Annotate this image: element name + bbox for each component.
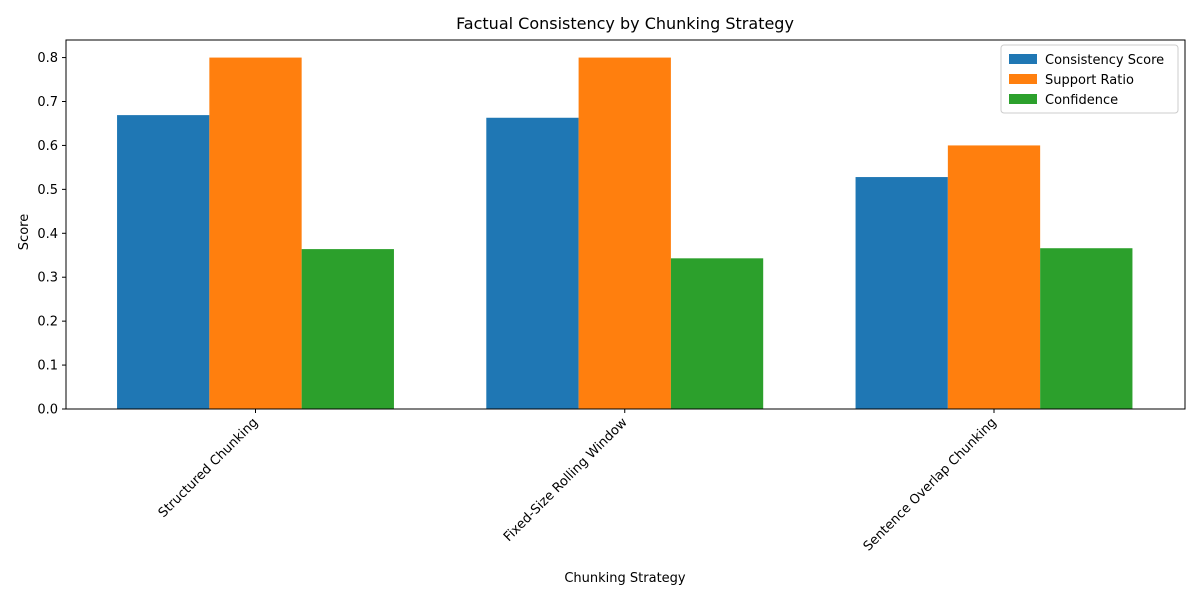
plot-frame [65,39,1186,410]
bar [209,57,302,409]
legend-swatch [1009,74,1037,84]
y-tick-label: 0.1 [37,359,58,374]
y-axis-label: Score [17,214,32,250]
legend: Consistency Score Support Ratio Confidence [1000,44,1179,114]
bar [578,57,671,409]
x-tick-label: Structured Chunking [156,415,262,521]
bar [670,258,764,409]
plot-area [117,57,1133,409]
y-tick-label: 0.7 [37,95,58,110]
y-tick-label: 0.0 [37,403,58,418]
bar [947,145,1041,409]
legend-swatch [1009,54,1037,64]
legend-label: Confidence [1045,93,1118,108]
x-tick-label: Fixed-Size Rolling Window [501,415,631,545]
y-tick-label: 0.6 [37,139,58,154]
x-axis-label: Chunking Strategy [564,571,686,586]
x-axis: Structured Chunking Fixed-Size Rolling Wi… [156,409,1000,554]
y-tick-label: 0.3 [37,271,58,286]
bar [855,177,948,409]
legend-box [1000,44,1179,114]
chart-title: Factual Consistency by Chunking Strategy [456,14,794,33]
bar [486,117,579,409]
y-tick-label: 0.4 [37,227,58,242]
bar [301,249,394,409]
legend-swatch [1009,94,1037,104]
x-tick-label: Sentence Overlap Chunking [861,415,1000,554]
bar [117,115,210,409]
legend-label: Support Ratio [1045,73,1134,88]
y-tick-label: 0.5 [37,183,58,198]
y-axis: 0.0 0.1 0.2 0.3 0.4 0.5 0.6 0.7 0.8 [37,51,66,418]
y-tick-label: 0.8 [37,51,58,66]
bar [1040,248,1133,409]
legend-label: Consistency Score [1045,53,1164,68]
y-tick-label: 0.2 [37,315,58,330]
